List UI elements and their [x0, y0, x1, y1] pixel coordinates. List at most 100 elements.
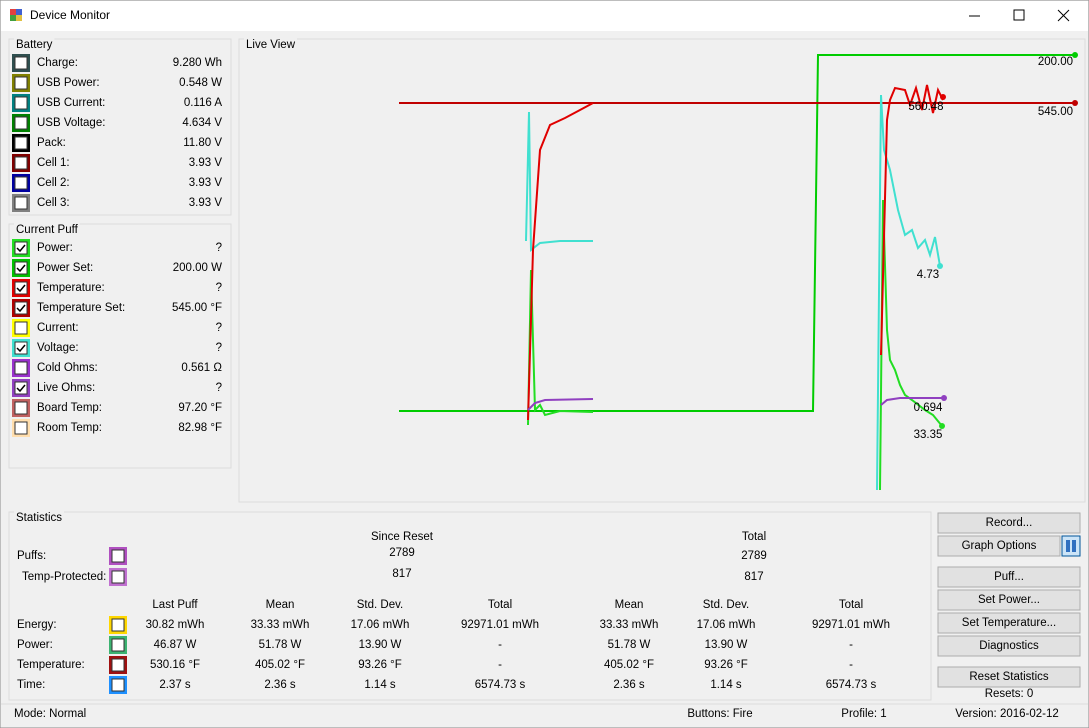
stat-value: 405.02 °F [255, 659, 305, 671]
stat-value: 817 [744, 571, 763, 583]
battery-color-box-inner [14, 156, 28, 170]
battery-value: 11.80 V [183, 137, 222, 149]
battery-value: 4.634 V [182, 117, 222, 129]
window-title: Device Monitor [30, 8, 110, 22]
check-mark [16, 344, 26, 353]
column-header: Last Puff [152, 599, 198, 611]
battery-label: Charge: [37, 57, 78, 69]
status-profile: Profile: 1 [841, 708, 886, 720]
button[interactable] [937, 589, 1081, 611]
battery-label: USB Current: [37, 97, 105, 109]
puff-label: Voltage: [37, 342, 79, 354]
button-label: Record... [986, 517, 1033, 529]
puff-value: 97.20 °F [178, 402, 222, 414]
stat-checkbox-inner [111, 638, 125, 652]
puff-label: Power Set: [37, 262, 93, 274]
stat-value: 51.78 W [608, 639, 651, 651]
button-label: Reset Statistics [969, 671, 1048, 683]
graph-toggle-icon [1066, 540, 1070, 552]
maximize[interactable] [1013, 9, 1025, 21]
stat-value: 2789 [389, 547, 415, 559]
stat-value: 2789 [741, 550, 767, 562]
puff-checkbox-inner [14, 421, 28, 435]
column-header: Std. Dev. [703, 599, 749, 611]
column-header: Std. Dev. [357, 599, 403, 611]
puff-label: Room Temp: [37, 422, 102, 434]
graph-value-label: 560.48 [908, 101, 943, 113]
stat-value: - [849, 639, 853, 651]
row-label: Power: [17, 639, 53, 651]
column-header: Total [488, 599, 512, 611]
graph-value-label: 545.00 [1038, 106, 1073, 118]
button-label: Diagnostics [979, 640, 1039, 652]
button[interactable] [937, 535, 1061, 557]
graph-toggle-button[interactable] [1061, 535, 1081, 557]
battery-value: 0.116 A [184, 97, 222, 109]
group-title-bg [244, 38, 298, 52]
stat-value: 46.87 W [154, 639, 197, 651]
puff-value: ? [216, 242, 222, 254]
battery-color-box-inner [14, 136, 28, 150]
button-label: Set Power... [978, 594, 1040, 606]
close[interactable] [1057, 9, 1070, 22]
group-title: Current Puff [16, 224, 79, 236]
battery-value: 9.280 Wh [173, 57, 222, 69]
stat-value: 51.78 W [259, 639, 302, 651]
puff-group [8, 223, 232, 469]
puff-value: 82.98 °F [178, 422, 222, 434]
stat-value: 17.06 mWh [697, 619, 756, 631]
puff-checkbox-inner [14, 241, 28, 255]
button[interactable] [937, 635, 1081, 657]
check-mark [16, 284, 26, 293]
stat-value: 93.26 °F [358, 659, 402, 671]
puff-checkbox-inner [14, 341, 28, 355]
button[interactable] [937, 512, 1081, 534]
live-view-group [238, 38, 1086, 503]
puff-checkbox-inner [14, 321, 28, 335]
column-header: Mean [266, 599, 295, 611]
puff-label: Temperature Set: [37, 302, 125, 314]
stat-value: 30.82 mWh [146, 619, 205, 631]
puff-checkbox-inner [14, 401, 28, 415]
stat-value: 6574.73 s [826, 679, 877, 691]
stat-value: 33.33 mWh [251, 619, 310, 631]
battery-value: 3.93 V [189, 197, 223, 209]
stat-value: 530.16 °F [150, 659, 200, 671]
column-header: Since Reset [371, 531, 434, 543]
check-mark [16, 264, 26, 273]
stat-value: 93.26 °F [704, 659, 748, 671]
battery-color-box-inner [14, 176, 28, 190]
row-label: Temp-Protected: [22, 571, 106, 583]
puffs-checkbox-inner [111, 549, 125, 563]
stat-value: 13.90 W [705, 639, 748, 651]
button-label: Set Temperature... [962, 617, 1056, 629]
puff-value: 0.561 Ω [181, 362, 222, 374]
title-bar [1, 1, 1088, 31]
battery-value: 3.93 V [189, 157, 223, 169]
battery-label: USB Power: [37, 77, 100, 89]
statistics-group [8, 511, 932, 701]
button[interactable] [937, 666, 1081, 688]
puff-value: 200.00 W [173, 262, 222, 274]
status-buttons: Buttons: Fire [687, 708, 752, 720]
graph-value-label: 200.00 [1038, 56, 1073, 68]
status-version: Version: 2016-02-12 [955, 708, 1059, 720]
puff-value: ? [216, 342, 222, 354]
column-header: Total [742, 531, 766, 543]
stat-value: 2.36 s [613, 679, 645, 691]
puff-value: ? [216, 382, 222, 394]
battery-color-box-inner [14, 116, 28, 130]
stat-value: - [849, 659, 853, 671]
battery-color-box-inner [14, 76, 28, 90]
puff-label: Temperature: [37, 282, 105, 294]
button[interactable] [937, 612, 1081, 634]
button[interactable] [937, 566, 1081, 588]
stat-value: 17.06 mWh [351, 619, 410, 631]
row-label: Puffs: [17, 550, 46, 562]
stat-value: 1.14 s [710, 679, 742, 691]
row-label: Temperature: [17, 659, 85, 671]
row-label: Time: [17, 679, 45, 691]
battery-value: 0.548 W [179, 77, 222, 89]
stat-value: 2.37 s [159, 679, 191, 691]
